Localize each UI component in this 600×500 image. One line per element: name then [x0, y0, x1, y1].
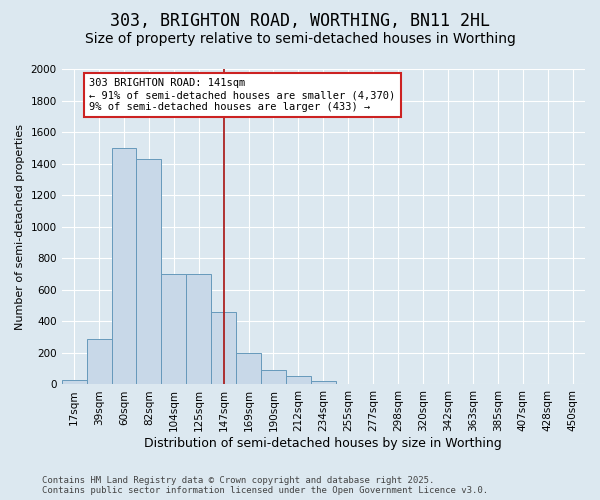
X-axis label: Distribution of semi-detached houses by size in Worthing: Distribution of semi-detached houses by … [145, 437, 502, 450]
Bar [211, 312, 236, 384]
Bar [236, 353, 261, 384]
Bar [86, 338, 112, 384]
Bar [136, 159, 161, 384]
Bar [261, 370, 286, 384]
Y-axis label: Number of semi-detached properties: Number of semi-detached properties [15, 124, 25, 330]
Bar [286, 376, 311, 384]
Bar [311, 380, 336, 384]
Bar [62, 380, 86, 384]
Bar [112, 148, 136, 384]
Text: 303 BRIGHTON ROAD: 141sqm
← 91% of semi-detached houses are smaller (4,370)
9% o: 303 BRIGHTON ROAD: 141sqm ← 91% of semi-… [89, 78, 395, 112]
Bar [186, 274, 211, 384]
Text: 303, BRIGHTON ROAD, WORTHING, BN11 2HL: 303, BRIGHTON ROAD, WORTHING, BN11 2HL [110, 12, 490, 30]
Bar [161, 274, 186, 384]
Text: Contains HM Land Registry data © Crown copyright and database right 2025.
Contai: Contains HM Land Registry data © Crown c… [42, 476, 488, 495]
Text: Size of property relative to semi-detached houses in Worthing: Size of property relative to semi-detach… [85, 32, 515, 46]
